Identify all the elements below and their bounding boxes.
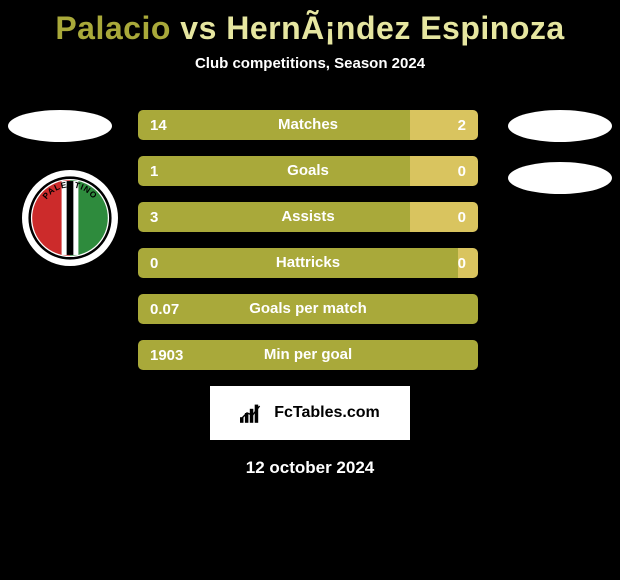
stat-row: 142Matches [138, 110, 478, 140]
title-vs: vs [171, 10, 226, 46]
comparison-panel: PALESTINO 142Matches 10Goals 30Assists 00Ha… [0, 110, 620, 370]
stat-row: 0.07Goals per match [138, 294, 478, 324]
stat-left-value: 3 [138, 202, 410, 232]
stat-left-value: 1903 [138, 340, 466, 370]
title-player-b: HernÃ¡ndez Espinoza [226, 10, 564, 46]
stat-right-value [466, 340, 478, 370]
player-b-club-placeholder [508, 162, 612, 194]
stat-row: 00Hattricks [138, 248, 478, 278]
watermark-box: FcTables.com [210, 386, 410, 440]
stat-right-value: 0 [410, 202, 478, 232]
player-a-club-badge: PALESTINO [22, 170, 118, 266]
stat-left-value: 0.07 [138, 294, 466, 324]
stat-right-value [466, 294, 478, 324]
stat-left-value: 0 [138, 248, 458, 278]
subtitle: Club competitions, Season 2024 [0, 55, 620, 72]
stat-right-value: 2 [410, 110, 478, 140]
page-title: Palacio vs HernÃ¡ndez Espinoza [0, 0, 620, 47]
watermark-text: FcTables.com [274, 404, 380, 422]
stat-row: 30Assists [138, 202, 478, 232]
stat-row: 10Goals [138, 156, 478, 186]
stat-row: 1903Min per goal [138, 340, 478, 370]
date: 12 october 2024 [0, 458, 620, 478]
title-player-a: Palacio [55, 10, 171, 46]
player-a-avatar-placeholder [8, 110, 112, 142]
stat-right-value: 0 [458, 248, 478, 278]
player-b-avatar-placeholder [508, 110, 612, 142]
stat-left-value: 1 [138, 156, 410, 186]
fctables-logo-icon [240, 403, 268, 423]
stat-bars: 142Matches 10Goals 30Assists 00Hattricks 0.0… [138, 110, 478, 370]
palestino-badge-icon: PALESTINO [28, 176, 112, 260]
stat-right-value: 0 [410, 156, 478, 186]
stat-left-value: 14 [138, 110, 410, 140]
